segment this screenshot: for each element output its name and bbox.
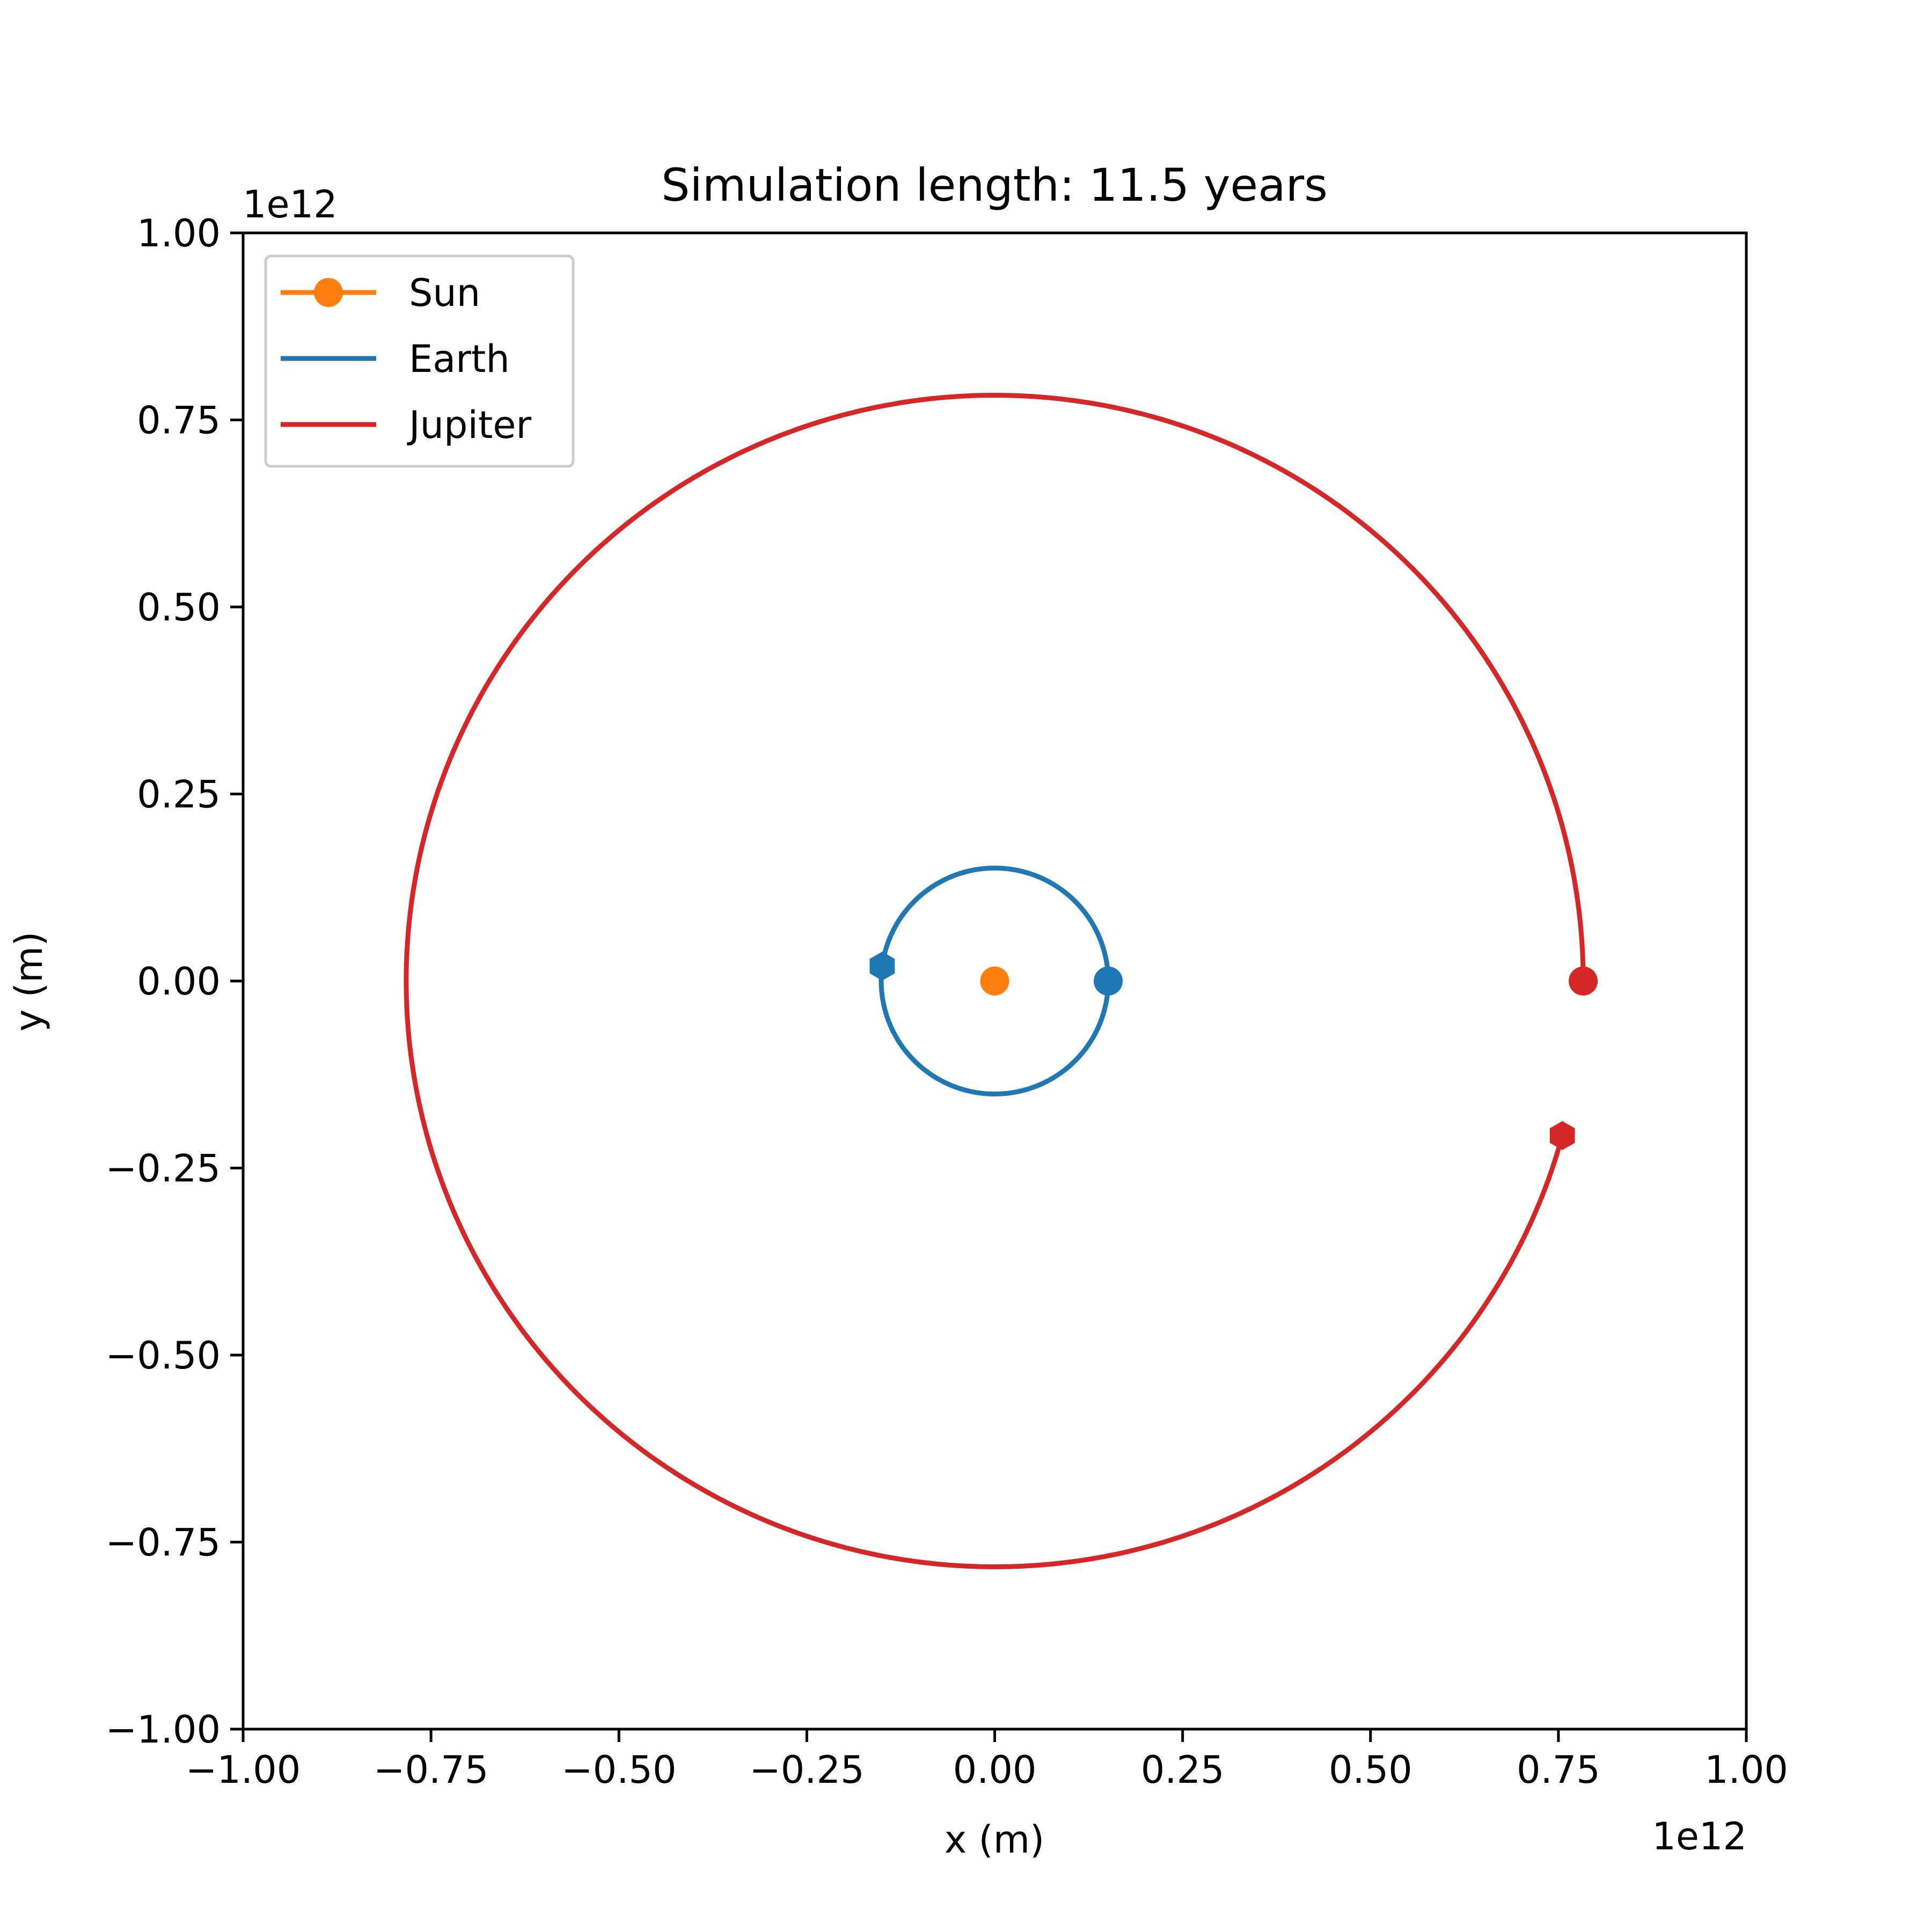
earth-start-marker xyxy=(1093,967,1123,996)
x-tick-label: −1.00 xyxy=(186,1748,301,1792)
earth-orbit-line xyxy=(879,866,1111,1096)
legend-sun-label: Sun xyxy=(409,271,480,315)
legend: Sun Earth Jupiter xyxy=(264,254,575,468)
y-tick-label: 0.50 xyxy=(137,586,221,630)
legend-earth-label: Earth xyxy=(409,337,510,381)
x-offset-label: 1e12 xyxy=(1652,1814,1747,1858)
x-tick-label: 0.25 xyxy=(1141,1748,1225,1792)
y-tick-label: −0.75 xyxy=(105,1521,221,1565)
legend-sun-marker xyxy=(314,278,343,307)
x-tick-label: −0.50 xyxy=(561,1748,677,1792)
y-tick-label: 0.75 xyxy=(137,399,221,443)
earth-end-marker xyxy=(869,952,895,981)
y-offset-label: 1e12 xyxy=(243,182,338,226)
y-axis-title: y (m) xyxy=(7,932,51,1031)
y-tick-label: 0.25 xyxy=(137,773,221,817)
y-tick-label: 0.00 xyxy=(137,960,221,1004)
plot-area xyxy=(404,393,1598,1569)
y-tick-label: −0.50 xyxy=(105,1334,221,1378)
x-axis-title: x (m) xyxy=(945,1818,1044,1862)
x-tick-label: 0.50 xyxy=(1329,1748,1413,1792)
x-tick-label: −0.25 xyxy=(749,1748,865,1792)
jupiter-orbit-line xyxy=(404,393,1586,1569)
x-tick-label: −0.75 xyxy=(374,1748,489,1792)
x-tick-label: 1.00 xyxy=(1704,1748,1788,1792)
x-tick-label: 0.00 xyxy=(953,1748,1037,1792)
sun-marker xyxy=(980,967,1009,996)
plot-frame xyxy=(241,231,1748,1731)
legend-box xyxy=(264,254,575,468)
y-tick-label: −1.00 xyxy=(105,1708,221,1752)
y-axis: −1.00 −0.75 −0.50 −0.25 0.00 0.25 0.50 0.75 1.00 xyxy=(105,211,243,1752)
y-tick-label: 1.00 xyxy=(137,211,221,255)
x-axis: −1.00 −0.75 −0.50 −0.25 0.00 0.25 0.50 0.75 1.00 xyxy=(186,1729,1788,1792)
chart-title: Simulation length: 11.5 years xyxy=(661,159,1328,211)
x-tick-label: 0.75 xyxy=(1517,1748,1600,1792)
y-tick-label: −0.25 xyxy=(105,1147,221,1191)
legend-jupiter-label: Jupiter xyxy=(407,403,531,447)
jupiter-start-marker xyxy=(1569,967,1598,996)
jupiter-end-marker xyxy=(1549,1121,1575,1150)
